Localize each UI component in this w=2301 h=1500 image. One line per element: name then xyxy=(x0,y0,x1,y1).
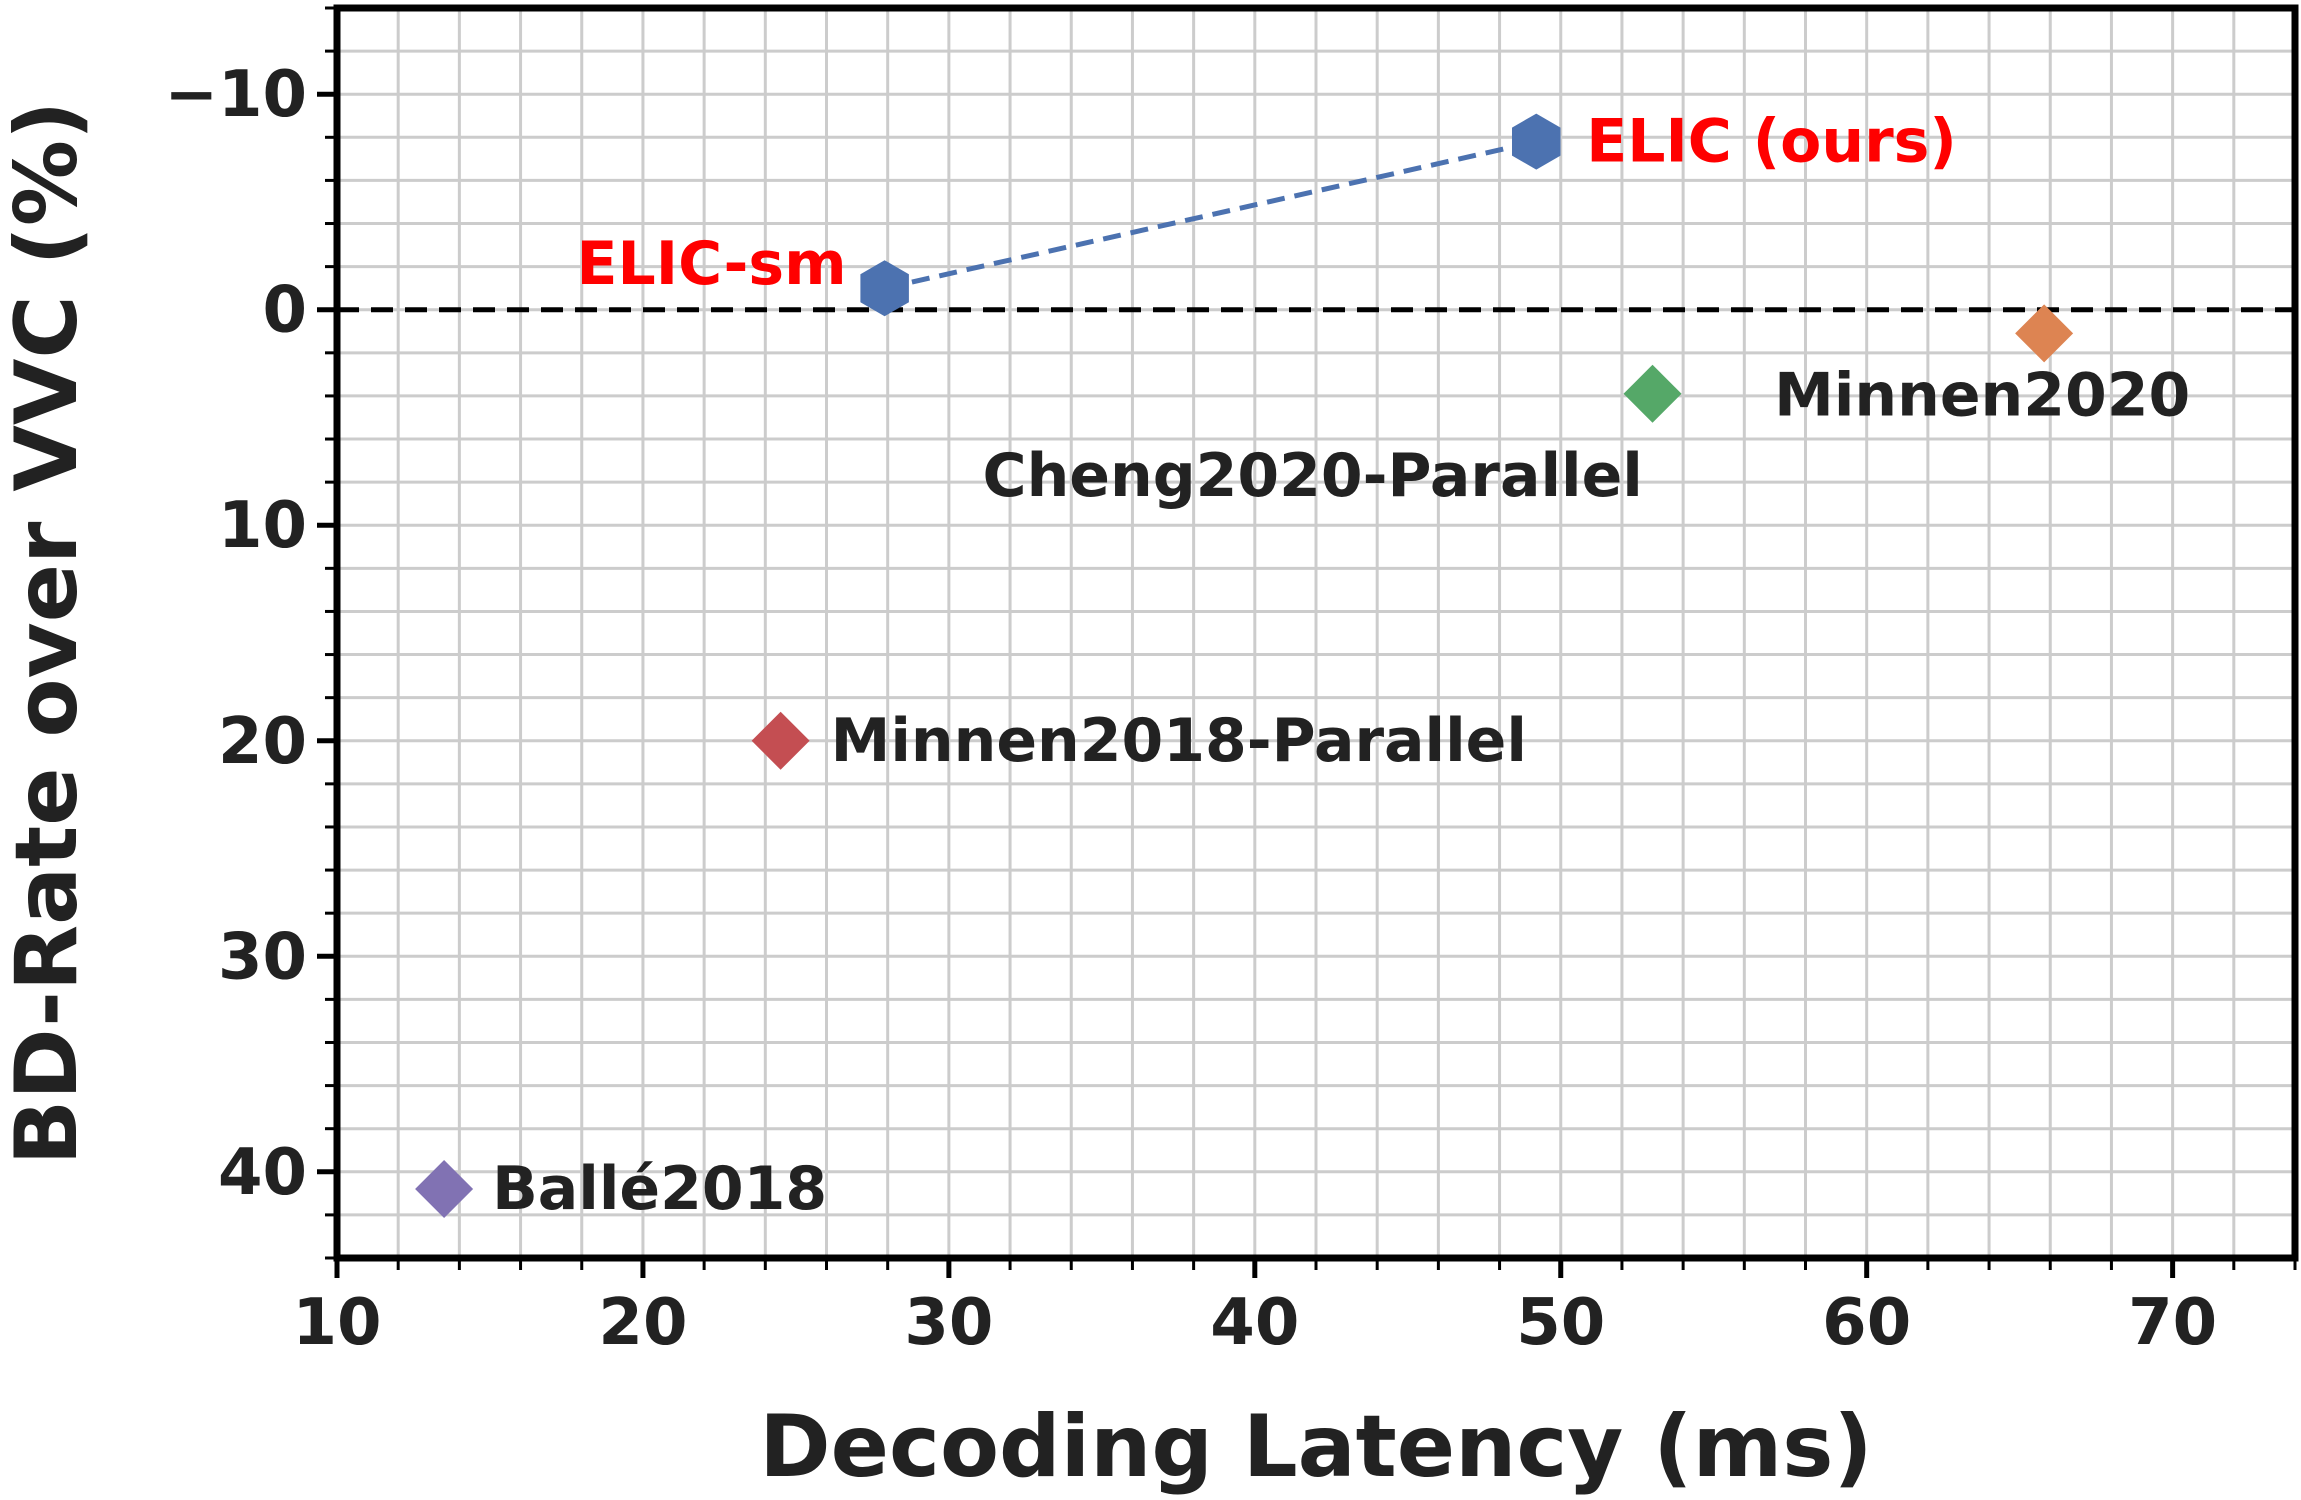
point-label-elic-sm: ELIC-sm xyxy=(577,229,847,299)
point-label-minnen2020: Minnen2020 xyxy=(1774,360,2190,430)
x-axis-title: Decoding Latency (ms) xyxy=(759,1397,1872,1497)
x-tick-label: 60 xyxy=(1822,1286,1911,1360)
x-tick-label: 50 xyxy=(1516,1286,1605,1360)
y-tick-label: 40 xyxy=(218,1136,307,1210)
marker-cheng2020-parallel xyxy=(1623,364,1682,423)
x-tick-label: 20 xyxy=(598,1286,687,1360)
y-tick-label: 20 xyxy=(218,705,307,779)
y-tick-label: 30 xyxy=(218,920,307,994)
point-label-layer: ELIC (ours) ELIC-sm Minnen2020 Cheng2020-Pa… xyxy=(492,107,2190,1224)
point-label-cheng2020-parallel: Cheng2020-Parallel xyxy=(983,441,1643,511)
marker-elic-sm xyxy=(860,260,909,317)
x-tick-label: 40 xyxy=(1210,1286,1299,1360)
y-tick-label: 10 xyxy=(218,489,307,563)
point-label-elic-ours: ELIC (ours) xyxy=(1586,107,1957,177)
y-tick-label: 0 xyxy=(262,274,307,348)
marker-minnen2020 xyxy=(2015,304,2074,363)
x-tick-label: 30 xyxy=(904,1286,993,1360)
marker-elic-ours xyxy=(1512,113,1561,170)
marker-minnen2018-parallel xyxy=(751,711,810,770)
point-label-ball-2018: Ballé2018 xyxy=(492,1154,827,1224)
y-axis-title: BD-Rate over VVC (%) xyxy=(0,101,97,1166)
grid xyxy=(335,6,2297,1260)
marker-layer xyxy=(415,113,2074,1219)
point-label-minnen2018-parallel: Minnen2018-Parallel xyxy=(831,706,1527,776)
tick-layer: 10 20 30 40 50 60 70 −10 0 10 20 30 40 xyxy=(164,6,2297,1360)
x-tick-label: 10 xyxy=(292,1286,381,1360)
y-tick-label: −10 xyxy=(164,58,307,132)
x-tick-label: 70 xyxy=(2128,1286,2217,1360)
marker-ball-2018 xyxy=(415,1160,474,1219)
